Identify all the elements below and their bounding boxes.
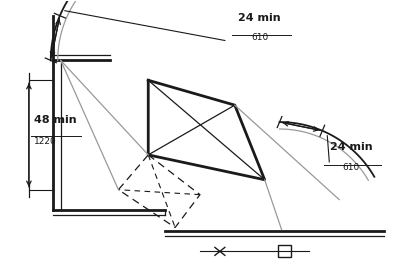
Text: 610: 610 bbox=[251, 33, 268, 42]
Text: 610: 610 bbox=[343, 163, 360, 172]
Bar bbox=[277, 245, 292, 257]
Text: 48 min: 48 min bbox=[34, 115, 77, 125]
Text: 24 min: 24 min bbox=[238, 13, 281, 23]
Text: 24 min: 24 min bbox=[330, 142, 373, 152]
Text: 1220: 1220 bbox=[34, 137, 57, 146]
